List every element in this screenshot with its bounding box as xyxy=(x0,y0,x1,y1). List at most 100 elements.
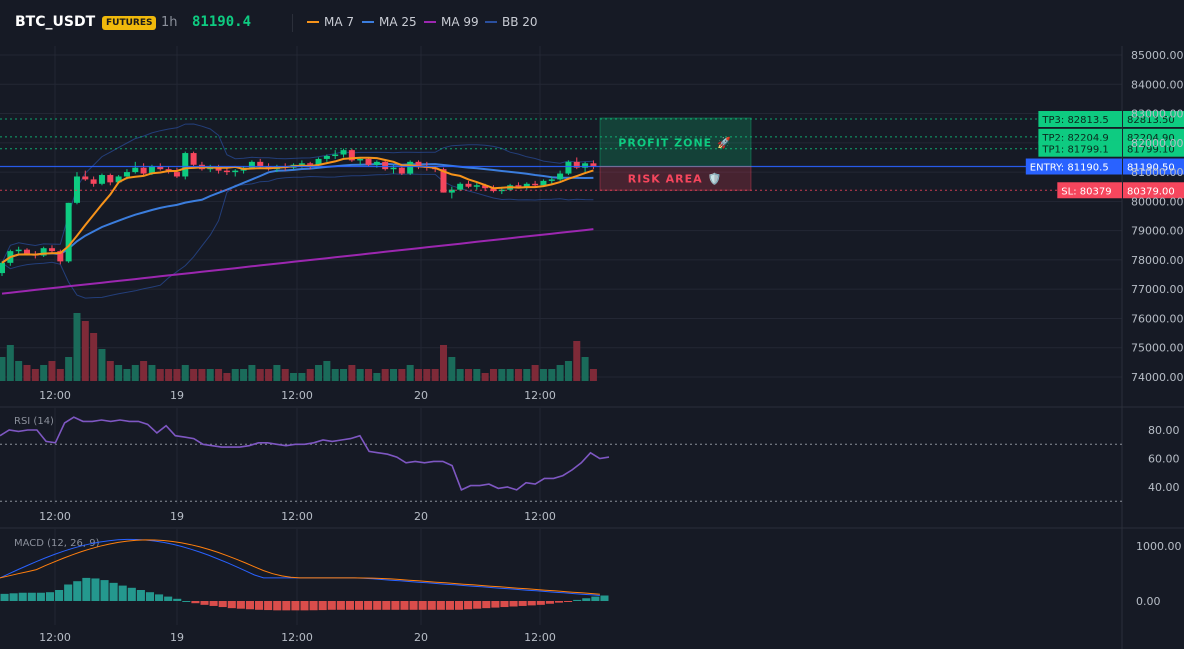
y-axis-label: 76000.00 xyxy=(1131,312,1184,325)
candle-body xyxy=(90,179,97,184)
candle-body xyxy=(257,161,264,167)
x-axis-label: 20 xyxy=(414,389,428,402)
candle-body xyxy=(73,176,80,203)
volume-bar xyxy=(156,369,164,381)
candle-body xyxy=(232,170,239,173)
volume-bar xyxy=(73,313,81,381)
volume-bar xyxy=(240,369,248,381)
macd-histogram-bar xyxy=(255,601,264,610)
macd-histogram-bar xyxy=(273,601,282,611)
macd-histogram-bar xyxy=(100,580,109,601)
volume-bar xyxy=(464,369,472,381)
volume-bar xyxy=(548,369,556,381)
candle-body xyxy=(148,166,155,174)
candle-body xyxy=(48,248,55,252)
volume-bar xyxy=(23,365,31,381)
legend-ma99[interactable]: MA 99 xyxy=(424,15,479,29)
volume-bar xyxy=(256,369,264,381)
macd-histogram-bar xyxy=(73,581,82,601)
macd-histogram-bar xyxy=(464,601,473,610)
macd-histogram-bar xyxy=(582,598,591,601)
timeframe-label[interactable]: 1h xyxy=(161,15,178,30)
legend-ma7[interactable]: MA 7 xyxy=(307,15,354,29)
macd-histogram-bar xyxy=(182,601,191,602)
macd-histogram-bar xyxy=(327,601,336,610)
macd-y-axis-label: 0.00 xyxy=(1136,595,1161,608)
level-tag-tp1 xyxy=(1038,140,1122,157)
volume-bar xyxy=(48,361,56,381)
y-axis-label: 83000.00 xyxy=(1131,108,1184,121)
axis-price-tag-sl xyxy=(1123,182,1184,199)
x-axis-label: 19 xyxy=(170,389,184,402)
x-axis-label: 19 xyxy=(170,631,184,644)
futures-badge: FUTURES xyxy=(102,16,157,30)
candle-body xyxy=(15,249,22,252)
volume-bar xyxy=(131,365,139,381)
candle-body xyxy=(473,185,480,187)
legend-bb20[interactable]: BB 20 xyxy=(485,15,538,29)
macd-histogram-bar xyxy=(82,577,91,601)
macd-histogram-bar xyxy=(482,601,491,609)
macd-histogram-bar xyxy=(173,598,182,601)
volume-bar xyxy=(506,369,514,381)
level-tag-sl xyxy=(1057,182,1122,199)
macd-histogram-bar xyxy=(545,601,554,604)
macd-histogram-bar xyxy=(518,601,527,606)
macd-histogram-bar xyxy=(236,601,245,609)
level-tag-text: SL: 80379 xyxy=(1061,186,1111,197)
x-axis-label: 12:00 xyxy=(39,631,71,644)
volume-bar xyxy=(573,341,581,381)
volume-bar xyxy=(415,369,422,381)
macd-histogram-bar xyxy=(127,587,136,601)
candle-body xyxy=(107,175,114,183)
risk-zone-label: RISK AREA 🛡️ xyxy=(628,172,722,185)
candle-body xyxy=(340,150,347,155)
candle-body xyxy=(523,183,530,187)
volume-bar xyxy=(298,373,306,381)
macd-histogram-bar xyxy=(436,601,445,610)
candle-body xyxy=(582,163,589,168)
volume-bar xyxy=(248,365,256,381)
macd-histogram-bar xyxy=(264,601,273,611)
macd-histogram-bar xyxy=(209,601,218,606)
y-axis-label: 81000.00 xyxy=(1131,166,1184,179)
axis-price-text: 80379.00 xyxy=(1127,186,1175,197)
header-divider xyxy=(292,14,293,32)
macd-histogram-bar xyxy=(418,601,427,610)
volume-bar xyxy=(65,357,73,381)
legend-label: MA 25 xyxy=(379,15,417,29)
x-axis-label: 12:00 xyxy=(281,389,313,402)
macd-histogram-bar xyxy=(164,596,173,601)
candle-body xyxy=(223,170,230,173)
ma99-line xyxy=(1,228,594,295)
bb-lower-line xyxy=(1,173,594,299)
macd-histogram-bar xyxy=(0,593,9,601)
volume-bar xyxy=(173,369,181,381)
y-axis-label: 84000.00 xyxy=(1131,78,1184,91)
macd-histogram-bar xyxy=(218,601,227,608)
volume-bar xyxy=(531,365,539,381)
macd-y-axis-label: 1000.00 xyxy=(1136,540,1182,553)
symbol-title[interactable]: BTC_USDT xyxy=(15,14,96,30)
macd-histogram-bar xyxy=(427,601,436,610)
legend-ma25[interactable]: MA 25 xyxy=(362,15,417,29)
bb-upper-line xyxy=(1,123,594,264)
macd-histogram-bar xyxy=(227,601,236,609)
legend-swatch-ma7 xyxy=(307,20,319,23)
macd-histogram-bar xyxy=(409,601,418,610)
volume-bar xyxy=(456,369,464,381)
volume-bar xyxy=(223,373,231,381)
volume-bar xyxy=(140,361,148,381)
volume-bar xyxy=(489,369,497,381)
volume-bar xyxy=(564,361,572,381)
candle-body xyxy=(373,161,380,165)
macd-histogram-bar xyxy=(473,601,482,609)
candle-body xyxy=(390,167,397,170)
candle-body xyxy=(448,189,455,193)
macd-signal-line xyxy=(0,539,600,595)
macd-histogram-bar xyxy=(364,601,373,610)
y-axis-label: 78000.00 xyxy=(1131,254,1184,267)
volume-bar xyxy=(281,369,289,381)
macd-histogram-bar xyxy=(9,593,18,601)
